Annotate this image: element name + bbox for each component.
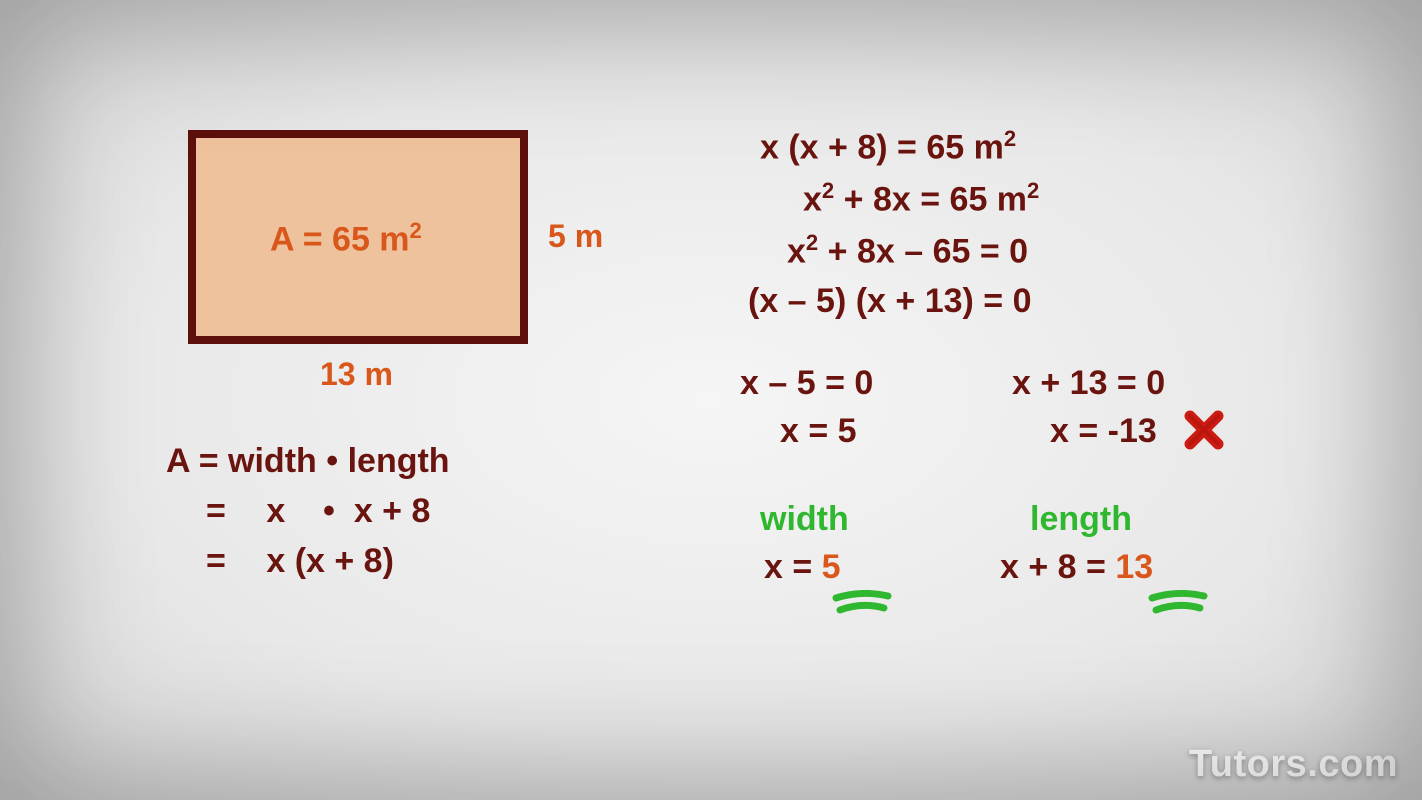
width-eq-pre: x =	[764, 548, 822, 586]
length-eq-pre: x + 8 =	[1000, 548, 1115, 586]
sol1b: x = 5	[780, 412, 857, 451]
eq2-exp2: 2	[1027, 178, 1039, 203]
vignette-overlay	[0, 0, 1422, 800]
sol2a: x + 13 = 0	[1012, 364, 1165, 403]
eq3-a: x	[787, 232, 806, 270]
eq3: x2 + 8x – 65 = 0	[787, 230, 1028, 271]
rect-bottom-label: 13 m	[320, 356, 393, 393]
length-label: length	[1030, 500, 1132, 539]
eq2-a: x	[803, 180, 822, 218]
eq2-exp: 2	[822, 178, 834, 203]
eq3-b: + 8x – 65 = 0	[818, 232, 1028, 270]
length-eq: x + 8 = 13	[1000, 548, 1153, 587]
rect-area-label: A = 65 m2	[270, 218, 422, 259]
formula-line3-rest: x (x + 8)	[238, 542, 394, 581]
rect-area-text: A = 65 m	[270, 220, 410, 258]
eq4: (x – 5) (x + 13) = 0	[748, 282, 1032, 321]
formula-line2-eq: =	[206, 492, 226, 531]
eq2: x2 + 8x = 65 m2	[803, 178, 1039, 219]
underline-mark-icon	[832, 590, 892, 621]
rect-side-label: 5 m	[548, 218, 603, 255]
cross-icon	[1184, 410, 1224, 450]
length-val: 13	[1115, 548, 1153, 586]
sol1a: x – 5 = 0	[740, 364, 873, 403]
eq3-exp: 2	[806, 230, 818, 255]
rect-area-exp: 2	[410, 218, 422, 243]
width-eq: x = 5	[764, 548, 841, 587]
underline-mark-icon	[1148, 590, 1208, 621]
formula-line3-eq: =	[206, 542, 226, 581]
eq1: x (x + 8) = 65 m2	[760, 126, 1016, 167]
eq1-exp: 2	[1004, 126, 1016, 151]
eq1-text: x (x + 8) = 65 m	[760, 128, 1004, 166]
sol2b: x = -13	[1050, 412, 1157, 451]
formula-line2-rest: x • x + 8	[238, 492, 430, 531]
formula-line1: A = width • length	[166, 442, 450, 481]
eq2-b: + 8x = 65 m	[834, 180, 1027, 218]
watermark: Tutors.com	[1189, 743, 1398, 786]
width-label: width	[760, 500, 849, 539]
width-val: 5	[822, 548, 841, 586]
